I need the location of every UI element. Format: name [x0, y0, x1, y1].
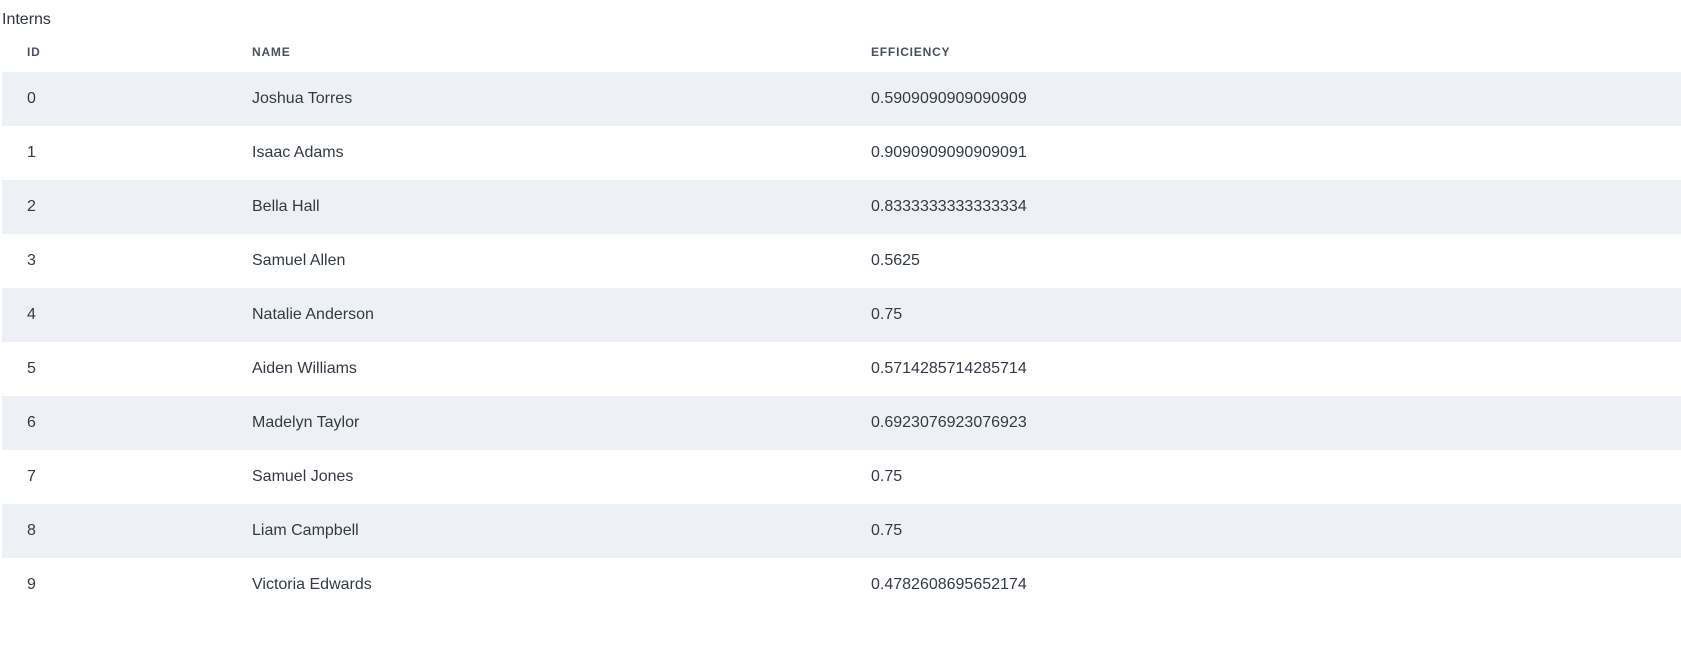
cell-efficiency: 0.5909090909090909: [871, 90, 1027, 107]
cell-efficiency: 0.75: [871, 468, 903, 485]
cell-id: 1: [27, 144, 36, 161]
table-row[interactable]: 6 Madelyn Taylor 0.6923076923076923: [2, 396, 1681, 450]
cell-id: 4: [27, 306, 36, 323]
table-row[interactable]: 9 Victoria Edwards 0.4782608695652174: [2, 558, 1681, 612]
cell-id: 9: [27, 576, 36, 593]
cell-efficiency: 0.5714285714285714: [871, 360, 1027, 377]
cell-name: Isaac Adams: [252, 144, 344, 161]
table-row[interactable]: 7 Samuel Jones 0.75: [2, 450, 1681, 504]
cell-name: Aiden Williams: [252, 360, 357, 377]
table-row[interactable]: 1 Isaac Adams 0.9090909090909091: [2, 126, 1681, 180]
cell-name: Samuel Jones: [252, 468, 354, 485]
table-row[interactable]: 2 Bella Hall 0.8333333333333334: [2, 180, 1681, 234]
table-header: ID NAME EFFICIENCY: [2, 34, 1681, 72]
cell-name: Natalie Anderson: [252, 306, 374, 323]
cell-efficiency: 0.75: [871, 522, 903, 539]
table-row[interactable]: 8 Liam Campbell 0.75: [2, 504, 1681, 558]
table-row[interactable]: 4 Natalie Anderson 0.75: [2, 288, 1681, 342]
column-header-name[interactable]: NAME: [252, 45, 291, 59]
table-caption: Interns: [2, 11, 51, 28]
cell-id: 5: [27, 360, 36, 377]
cell-efficiency: 0.4782608695652174: [871, 576, 1027, 593]
cell-efficiency: 0.5625: [871, 252, 920, 269]
table-row[interactable]: 5 Aiden Williams 0.5714285714285714: [2, 342, 1681, 396]
cell-id: 3: [27, 252, 36, 269]
cell-id: 6: [27, 414, 36, 431]
cell-name: Victoria Edwards: [252, 576, 372, 593]
cell-id: 8: [27, 522, 36, 539]
cell-name: Liam Campbell: [252, 522, 359, 539]
cell-efficiency: 0.6923076923076923: [871, 414, 1027, 431]
cell-efficiency: 0.75: [871, 306, 903, 323]
cell-efficiency: 0.9090909090909091: [871, 144, 1027, 161]
cell-name: Samuel Allen: [252, 252, 346, 269]
cell-id: 2: [27, 198, 36, 215]
cell-efficiency: 0.8333333333333334: [871, 198, 1027, 215]
table-row[interactable]: 3 Samuel Allen 0.5625: [2, 234, 1681, 288]
column-header-efficiency[interactable]: EFFICIENCY: [871, 45, 951, 59]
cell-name: Joshua Torres: [252, 90, 353, 107]
column-header-id[interactable]: ID: [27, 45, 41, 59]
cell-name: Bella Hall: [252, 198, 320, 215]
table-row[interactable]: 0 Joshua Torres 0.5909090909090909: [2, 72, 1681, 126]
cell-id: 7: [27, 468, 36, 485]
interns-table: ID NAME EFFICIENCY 0 Joshua Torres 0.590…: [2, 34, 1681, 612]
cell-id: 0: [27, 90, 36, 107]
cell-name: Madelyn Taylor: [252, 414, 360, 431]
